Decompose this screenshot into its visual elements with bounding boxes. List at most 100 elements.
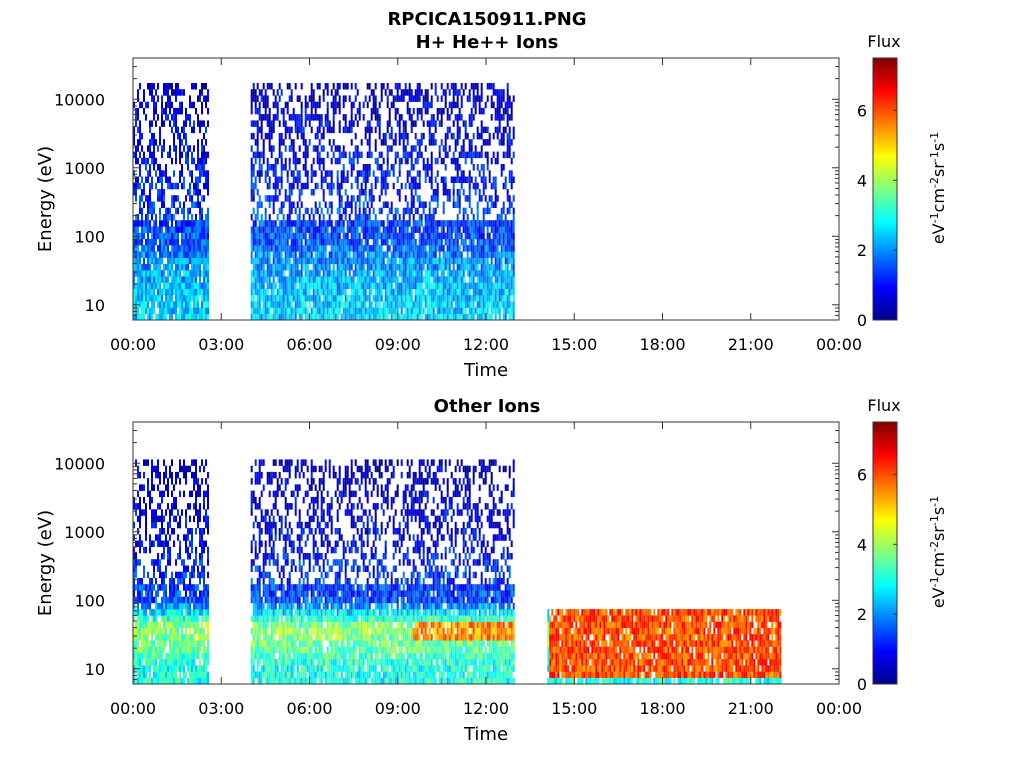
spectrogram-cell <box>342 245 345 252</box>
spectrogram-cell <box>270 226 273 233</box>
spectrogram-cell <box>137 89 139 96</box>
spectrogram-cell <box>262 301 265 308</box>
spectrogram-cell <box>436 220 439 227</box>
spectrogram-cell <box>320 276 323 283</box>
spectrogram-cell <box>195 301 197 308</box>
spectrogram-cell <box>266 95 269 102</box>
spectrogram-cell <box>266 164 269 171</box>
spectrogram-cell <box>145 659 147 666</box>
spectrogram-cell <box>137 126 139 134</box>
spectrogram-cell <box>195 276 197 283</box>
spectrogram-cell <box>147 615 149 622</box>
spectrogram-cell <box>454 251 457 258</box>
spectrogram-cell <box>294 295 297 302</box>
spectrogram-cell <box>171 201 173 208</box>
spectrogram-cell <box>482 189 485 196</box>
spectrogram-cell <box>482 282 485 290</box>
spectrogram-cell <box>476 164 479 171</box>
spectrogram-cell <box>169 471 171 479</box>
spectrogram-cell <box>504 282 507 290</box>
spectrogram-cell <box>268 114 271 121</box>
spectrogram-cell <box>496 101 499 109</box>
spectrogram-cell <box>185 120 187 127</box>
spectrogram-cell <box>308 120 311 127</box>
spectrogram-cell <box>502 295 505 302</box>
spectrogram-cell <box>157 465 159 473</box>
spectrogram-cell <box>330 295 333 302</box>
spectrogram-cell <box>502 307 505 314</box>
spectrogram-cell <box>181 257 183 265</box>
spectrogram-cell <box>408 295 411 302</box>
spectrogram-cell <box>478 307 481 314</box>
spectrogram-cell <box>314 232 317 240</box>
spectrogram-cell <box>167 151 169 159</box>
spectrogram-cell <box>300 245 303 252</box>
spectrogram-cell <box>306 151 309 159</box>
spectrogram-cell <box>175 232 177 240</box>
spectrogram-cell <box>256 83 259 90</box>
spectrogram-cell <box>364 270 367 277</box>
spectrogram-cell <box>147 627 149 635</box>
spectrogram-cell <box>187 307 189 314</box>
spectrogram-cell <box>402 232 405 240</box>
spectrogram-cell <box>189 226 191 233</box>
spectrogram-cell <box>466 288 469 296</box>
spectrogram-cell <box>169 677 171 685</box>
spectrogram-cell <box>312 145 315 152</box>
spectrogram-cell <box>290 170 293 177</box>
spectrogram-cell <box>408 282 411 290</box>
spectrogram-cell <box>284 282 287 290</box>
spectrogram-cell <box>328 313 331 321</box>
spectrogram-cell <box>181 640 183 647</box>
spectrogram-cell <box>292 232 295 240</box>
spectrogram-cell <box>173 540 175 547</box>
spectrogram-cell <box>388 295 391 302</box>
spectrogram-cell <box>175 602 177 610</box>
spectrogram-cell <box>422 295 425 302</box>
spectrogram-cell <box>500 282 503 290</box>
spectrogram-cell <box>141 132 143 140</box>
spectrogram-cell <box>358 201 361 208</box>
spectrogram-cell <box>448 263 451 271</box>
spectrogram-cell <box>161 640 163 647</box>
spectrogram-cell <box>396 232 399 240</box>
spectrogram-cell <box>193 220 195 227</box>
spectrogram-cell <box>165 640 167 647</box>
spectrogram-cell <box>290 114 293 121</box>
spectrogram-cell <box>195 226 197 233</box>
spectrogram-cell <box>502 251 505 258</box>
spectrogram-cell <box>191 83 193 90</box>
spectrogram-cell <box>183 621 185 629</box>
spectrogram-cell <box>380 288 383 296</box>
spectrogram-cell <box>193 270 195 277</box>
spectrogram-cell <box>376 176 379 183</box>
spectrogram-cell <box>185 295 187 302</box>
spectrogram-cell <box>508 151 511 159</box>
spectrogram-cell <box>316 132 319 140</box>
spectrogram-cell <box>145 288 147 296</box>
spectrogram-cell <box>358 220 361 227</box>
spectrogram-cell <box>147 665 149 672</box>
spectrogram-cell <box>458 288 461 296</box>
spectrogram-cell <box>360 245 363 252</box>
spectrogram-cell <box>270 232 273 240</box>
spectrogram-cell <box>450 295 453 302</box>
spectrogram-cell <box>428 220 431 227</box>
spectrogram-cell <box>286 107 289 115</box>
spectrogram-cell <box>193 251 195 258</box>
spectrogram-cell <box>141 101 143 109</box>
spectrogram-cell <box>203 157 205 165</box>
spectrogram-cell <box>504 251 507 258</box>
spectrogram-cell <box>506 263 509 271</box>
spectrogram-cell <box>338 95 341 102</box>
spectrogram-cell <box>252 83 255 90</box>
spectrogram-cell <box>324 313 327 321</box>
spectrogram-cell <box>197 263 199 271</box>
spectrogram-cell <box>362 164 365 171</box>
spectrogram-cell <box>268 282 271 290</box>
spectrogram-cell <box>157 559 159 566</box>
spectrogram-cell <box>203 288 205 296</box>
spectrogram-cell <box>167 288 169 296</box>
spectrogram-cell <box>400 114 403 121</box>
spectrogram-cell <box>418 220 421 227</box>
